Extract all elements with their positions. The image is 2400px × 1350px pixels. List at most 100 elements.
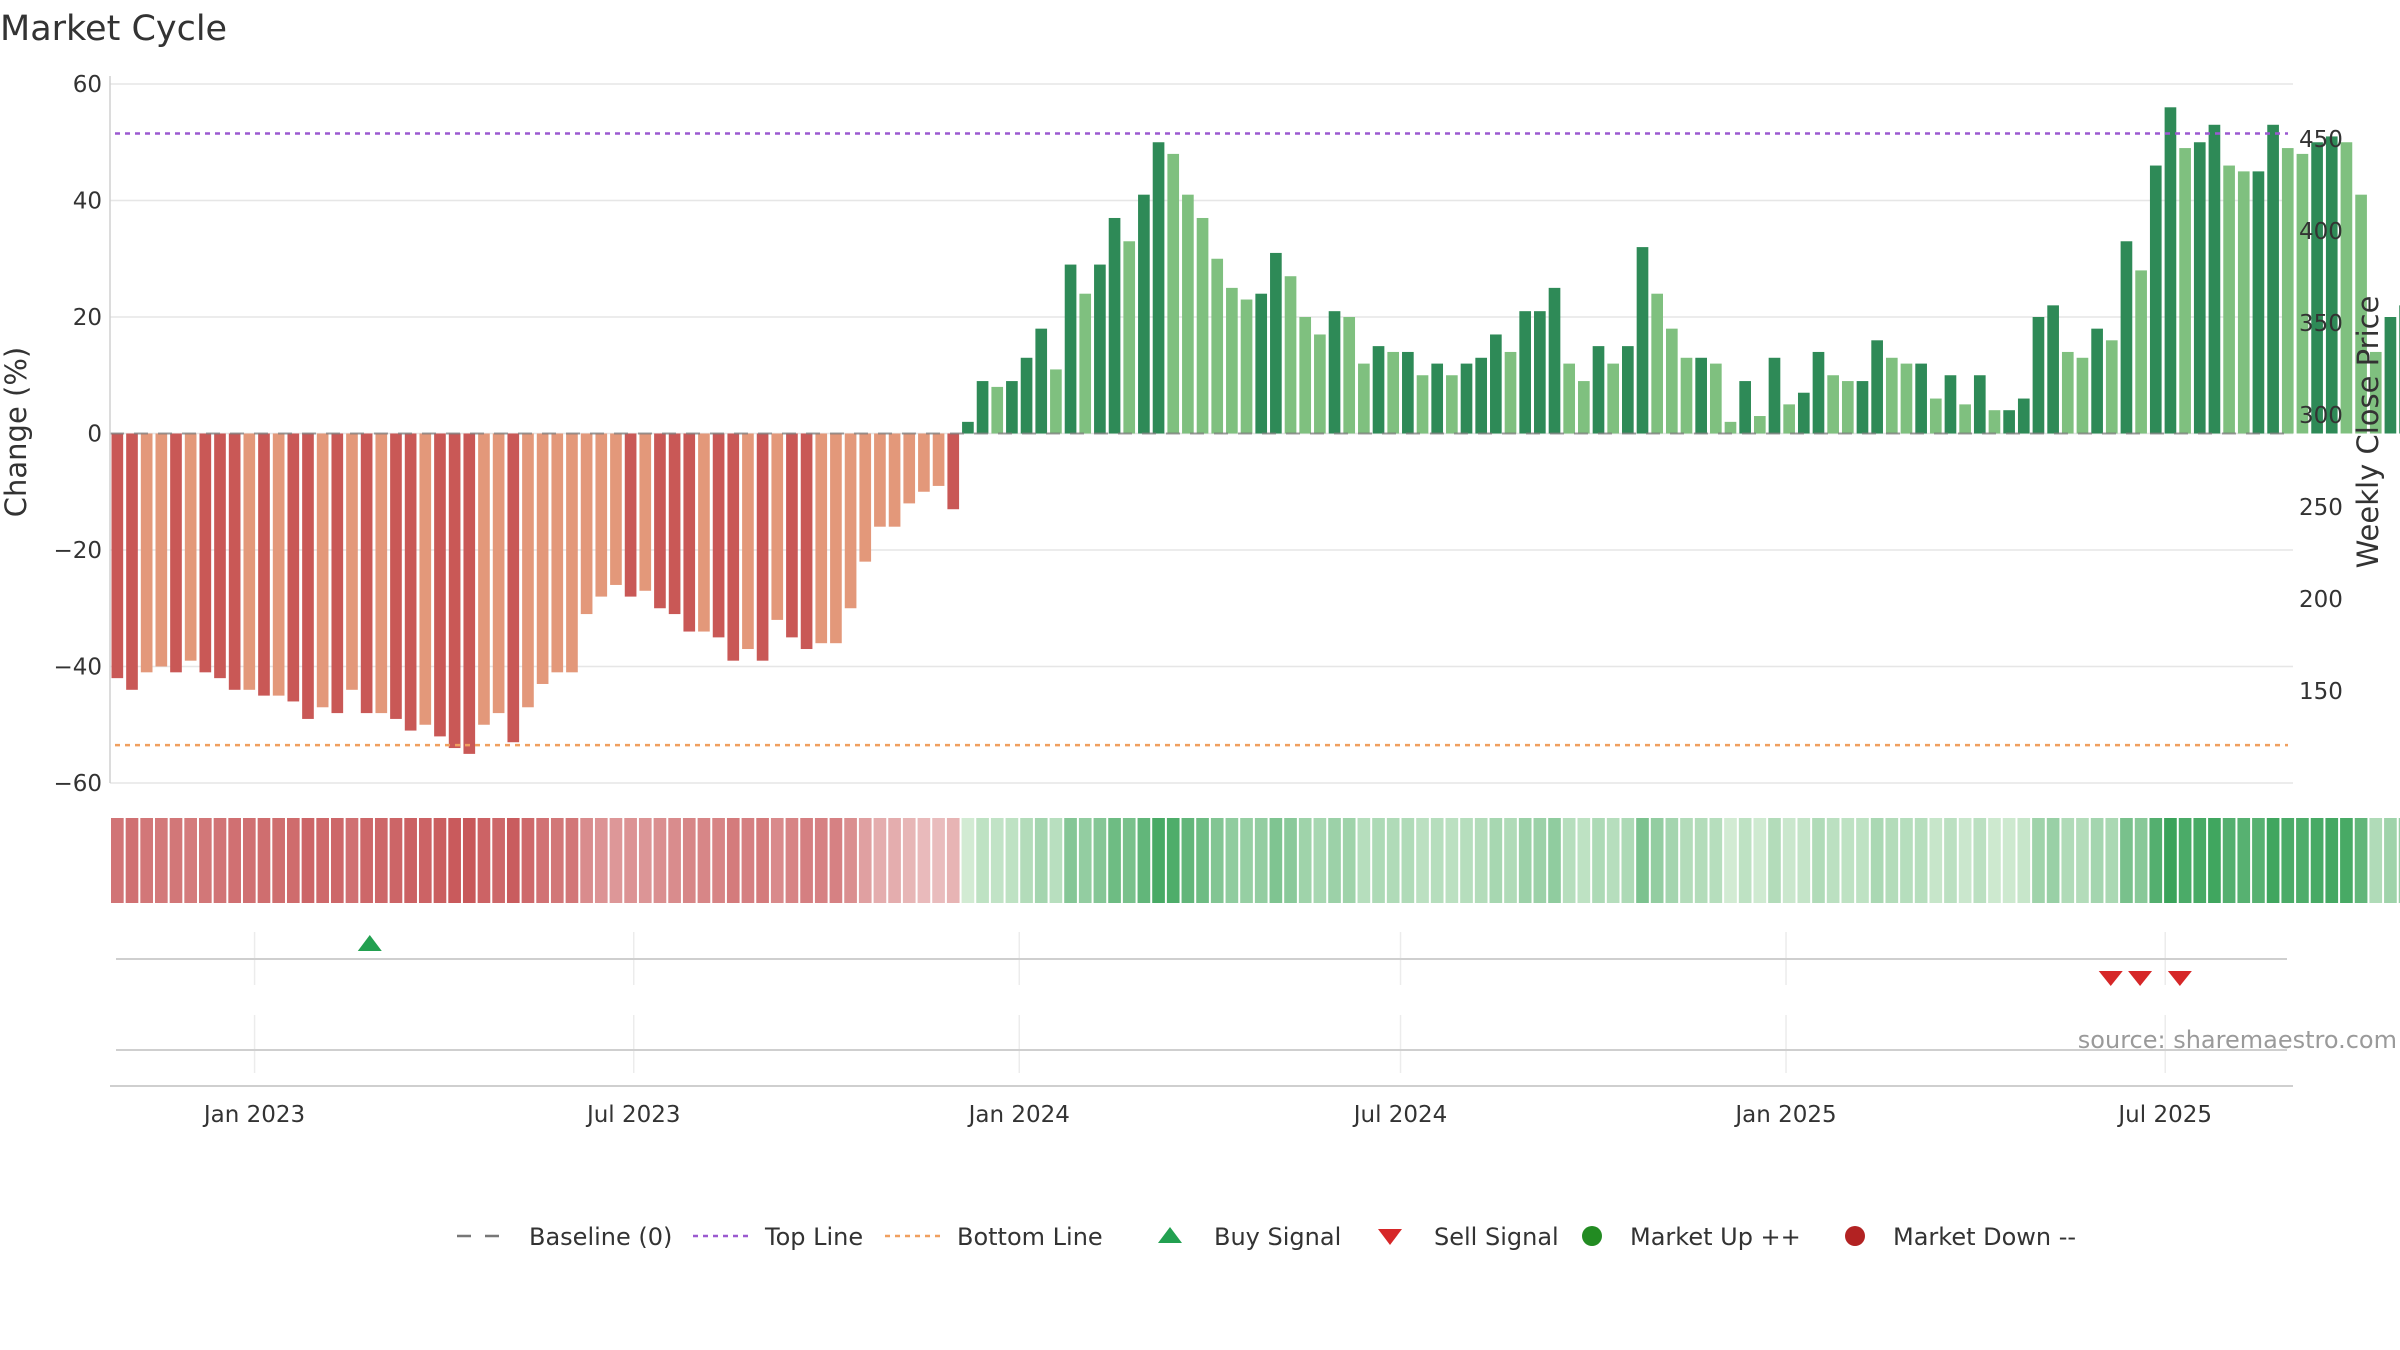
- heat-cell: [594, 818, 608, 903]
- heat-cell: [741, 818, 755, 903]
- bar: [1695, 357, 1707, 434]
- heat-cell: [2208, 818, 2221, 903]
- bar: [1211, 258, 1224, 434]
- heat-cell: [2310, 818, 2324, 903]
- bar: [2311, 142, 2323, 434]
- heat-cell: [800, 818, 813, 903]
- y2-tick-label: 250: [2299, 495, 2343, 521]
- heat-cell: [1929, 818, 1943, 903]
- heat-cell: [1137, 818, 1151, 903]
- bar: [2047, 305, 2059, 434]
- heat-cell: [2193, 818, 2207, 903]
- bar: [404, 433, 417, 731]
- heat-cell: [1489, 818, 1503, 903]
- heat-cell: [932, 818, 945, 903]
- heat-strip: [111, 818, 2400, 903]
- heat-cell: [2002, 818, 2016, 903]
- reference-lines: [110, 132, 2293, 747]
- bar: [126, 433, 138, 690]
- bar: [624, 433, 637, 597]
- sell-signal-marker: [2128, 971, 2153, 986]
- bar: [1665, 328, 1678, 434]
- bar: [1636, 247, 1649, 434]
- heat-cell: [1709, 818, 1723, 903]
- heat-cell: [286, 818, 300, 903]
- heat-cell: [213, 818, 227, 903]
- heat-cell: [2032, 818, 2045, 903]
- bar: [2223, 165, 2235, 434]
- heat-cell: [888, 818, 901, 903]
- bar: [1431, 363, 1444, 434]
- bar: [742, 433, 754, 650]
- heat-cell: [1504, 818, 1517, 903]
- bar: [170, 433, 182, 673]
- bar: [771, 433, 784, 620]
- heat-cell: [2281, 818, 2295, 903]
- heat-cell: [1856, 818, 1869, 903]
- heat-cell: [125, 818, 139, 903]
- heat-cell: [770, 818, 784, 903]
- bar: [1827, 375, 1839, 434]
- heat-cell: [374, 818, 388, 903]
- heat-cell: [1885, 818, 1899, 903]
- heat-cell: [1841, 818, 1855, 903]
- heat-cell: [1284, 818, 1297, 903]
- x-tick-label: Jul 2023: [585, 1102, 681, 1128]
- bar: [683, 433, 696, 632]
- heat-cell: [1870, 818, 1884, 903]
- bar: [2032, 317, 2045, 434]
- bar: [2237, 171, 2250, 434]
- heat-cell: [1416, 818, 1429, 903]
- heat-cell: [198, 818, 212, 903]
- heat-cell: [1533, 818, 1547, 903]
- heat-cell: [2090, 818, 2104, 903]
- heat-cell: [272, 818, 285, 903]
- y-tick-label: −60: [53, 771, 102, 797]
- heat-cell: [976, 818, 989, 903]
- y2-tick-label: 350: [2299, 311, 2343, 337]
- bar: [522, 433, 534, 708]
- bar: [1460, 363, 1473, 434]
- heat-cell: [697, 818, 711, 903]
- bar: [786, 433, 798, 638]
- heat-cell: [1386, 818, 1400, 903]
- bar: [140, 433, 153, 673]
- source-text: source: sharemaestro.com: [2078, 1026, 2397, 1054]
- heat-cell: [1445, 818, 1459, 903]
- bar: [947, 433, 960, 510]
- legend-sell-swatch: [1378, 1229, 1402, 1245]
- bar: [800, 433, 813, 650]
- heat-cell: [2017, 818, 2031, 903]
- bar: [1343, 317, 1356, 434]
- heat-cell: [1313, 818, 1327, 903]
- bar: [918, 433, 930, 492]
- bar: [1885, 357, 1898, 434]
- bar: [184, 433, 197, 661]
- bar: [390, 433, 402, 719]
- heat-cell: [1548, 818, 1561, 903]
- bar: [2355, 194, 2367, 434]
- bars-layer: [111, 107, 2400, 754]
- heat-cell: [1782, 818, 1796, 903]
- bar: [1299, 317, 1312, 434]
- bar: [2325, 136, 2338, 434]
- heat-cell: [2325, 818, 2339, 903]
- heat-cell: [873, 818, 887, 903]
- bar: [1534, 311, 1546, 434]
- bar: [2296, 153, 2309, 434]
- bar: [962, 421, 974, 434]
- bar: [1622, 346, 1634, 434]
- bar: [1563, 363, 1576, 434]
- legend-item-buy: Buy Signal: [1158, 1223, 1341, 1251]
- heat-cell: [917, 818, 931, 903]
- bar: [610, 433, 622, 585]
- bar: [2179, 148, 2191, 434]
- heat-cell: [653, 818, 667, 903]
- bar: [1416, 375, 1429, 434]
- heat-cell: [1665, 818, 1679, 903]
- sell-signal-marker: [2167, 971, 2192, 986]
- heat-cell: [1049, 818, 1063, 903]
- bar: [888, 433, 901, 527]
- bar: [1402, 351, 1414, 434]
- bar: [991, 386, 1004, 434]
